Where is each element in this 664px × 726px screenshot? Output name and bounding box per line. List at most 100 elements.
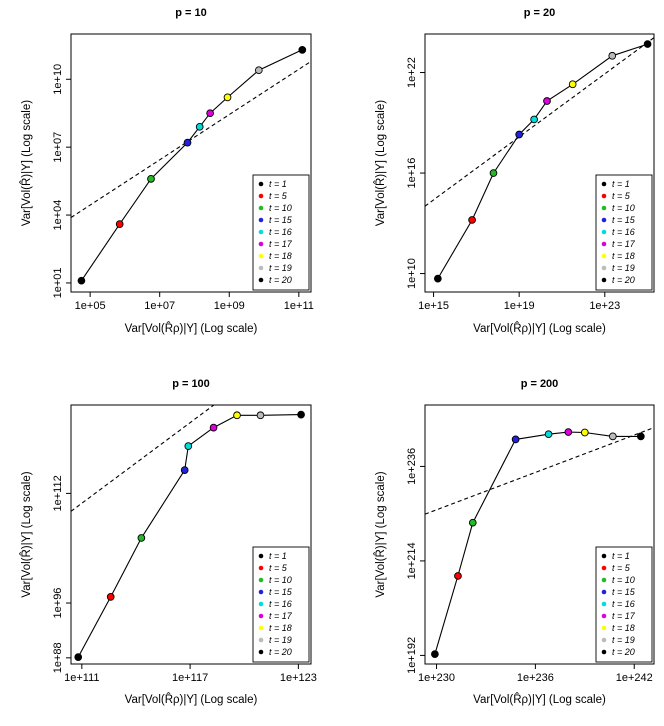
- legend-label: t = 15: [612, 215, 636, 225]
- legend-label: t = 17: [269, 239, 293, 249]
- data-point-t16: [530, 115, 538, 124]
- x-tick-label: 1e+11: [284, 300, 314, 312]
- legend-marker: [601, 625, 607, 631]
- legend-marker: [601, 589, 607, 595]
- y-tick-label: 1e+07: [52, 132, 64, 163]
- legend-label: t = 19: [612, 635, 635, 645]
- legend-marker: [601, 577, 607, 583]
- legend-label: t = 10: [269, 203, 292, 213]
- data-point-t17: [209, 423, 218, 432]
- data-point-t15: [183, 138, 192, 147]
- data-point-t19: [608, 432, 617, 441]
- legend-label: t = 1: [612, 551, 630, 561]
- chart-panel-2: p = 20 1e+15 1e+19 1e+23 1e+10 1e+16 1e+22 Var[…: [373, 7, 655, 335]
- chart-panel-1: p = 10 1e+05 1e+07 1e+09 1e+11 1e+01 1e+04 1e+0…: [19, 7, 314, 335]
- y-tick-label: 1e+16: [406, 158, 418, 189]
- legend-marker: [601, 181, 607, 187]
- data-point-t15: [511, 435, 520, 444]
- data-point-t10: [147, 174, 155, 183]
- legend-label: t = 20: [612, 647, 635, 657]
- legend-label: t = 1: [612, 179, 630, 189]
- legend-label: t = 18: [612, 623, 635, 633]
- x-tick-label: 1e+117: [172, 672, 208, 684]
- data-point-t5: [468, 216, 476, 224]
- y-tick-label: 1e+112: [52, 475, 64, 511]
- legend-marker: [601, 649, 607, 655]
- legend-marker: [601, 265, 607, 271]
- y-tick-label: 1e+10: [52, 64, 64, 95]
- plot-frame: [424, 33, 655, 293]
- legend-marker: [258, 625, 264, 631]
- x-tick-label: 1e+05: [75, 300, 106, 312]
- reference-line: [425, 427, 654, 515]
- y-tick-label: 1e+192: [406, 637, 418, 674]
- x-axis-label: Var[Vol(R̂ρ)|Y] (Log scale): [125, 321, 258, 335]
- chart-title: p = 200: [521, 378, 559, 390]
- y-tick-label: 1e+236: [406, 448, 418, 485]
- legend-marker: [258, 577, 264, 583]
- legend: t = 1 t = 5 t = 10 t = 15 t = 16 t = 17 t = 18…: [595, 546, 653, 663]
- data-point-t15: [515, 130, 524, 139]
- data-point-t10: [468, 518, 477, 527]
- data-point-t16: [184, 442, 193, 450]
- legend-marker: [258, 193, 264, 199]
- legend-label: t = 10: [269, 575, 292, 585]
- legend-marker: [601, 565, 607, 571]
- x-tick-label: 1e+15: [418, 300, 449, 312]
- x-tick-label: 1e+242: [616, 672, 653, 684]
- chart-title: p = 20: [524, 7, 556, 19]
- x-tick-label: 1e+123: [280, 672, 317, 684]
- data-point-t1: [433, 274, 442, 283]
- legend-label: t = 20: [269, 647, 292, 657]
- legend-label: t = 15: [269, 215, 293, 225]
- chart-title: p = 100: [172, 378, 210, 390]
- x-tick-label: 1e+236: [517, 672, 554, 684]
- data-point-t20: [636, 432, 645, 441]
- data-point-t18: [223, 93, 232, 102]
- data-point-t17: [543, 97, 551, 105]
- reference-line: [71, 60, 311, 219]
- legend-marker: [258, 229, 264, 235]
- data-point-t16: [195, 122, 204, 131]
- legend-label: t = 19: [269, 635, 292, 645]
- data-point-t10: [489, 169, 498, 177]
- legend-label: t = 18: [269, 623, 292, 633]
- legend-marker: [601, 253, 607, 259]
- legend-label: t = 19: [269, 263, 292, 273]
- y-tick-label: 1e+88: [52, 642, 64, 673]
- legend-marker: [258, 181, 264, 187]
- data-point-t19: [256, 411, 265, 420]
- data-point-t19: [254, 66, 263, 75]
- legend-label: t = 5: [269, 191, 288, 201]
- data-point-t1: [77, 276, 86, 285]
- data-point-t17: [564, 428, 573, 436]
- data-point-t5: [115, 220, 124, 228]
- legend-marker: [258, 265, 264, 271]
- chart-title: p = 10: [175, 7, 207, 19]
- legend-label: t = 16: [612, 227, 635, 237]
- legend-label: t = 19: [612, 263, 635, 273]
- legend-label: t = 15: [612, 587, 636, 597]
- data-point-t20: [298, 45, 307, 54]
- plot-frame: [70, 33, 312, 293]
- legend-marker: [601, 205, 607, 211]
- data-point-t5: [454, 572, 462, 580]
- x-tick-label: 1e+07: [144, 300, 175, 312]
- legend-label: t = 10: [612, 203, 635, 213]
- y-tick-label: 1e+01: [52, 267, 64, 298]
- legend-marker: [258, 253, 264, 259]
- plot-frame: [424, 404, 655, 665]
- data-point-t20: [297, 410, 305, 419]
- legend-marker: [601, 241, 607, 247]
- legend-label: t = 17: [269, 611, 293, 621]
- legend-marker: [601, 193, 607, 199]
- legend-label: t = 17: [612, 239, 636, 249]
- y-tick-label: 1e+04: [52, 200, 64, 231]
- y-tick-label: 1e+96: [52, 588, 64, 619]
- legend-label: t = 5: [612, 191, 631, 201]
- legend-marker: [258, 649, 264, 655]
- legend-label: t = 16: [269, 599, 292, 609]
- legend-marker: [258, 205, 264, 211]
- legend-marker: [601, 229, 607, 235]
